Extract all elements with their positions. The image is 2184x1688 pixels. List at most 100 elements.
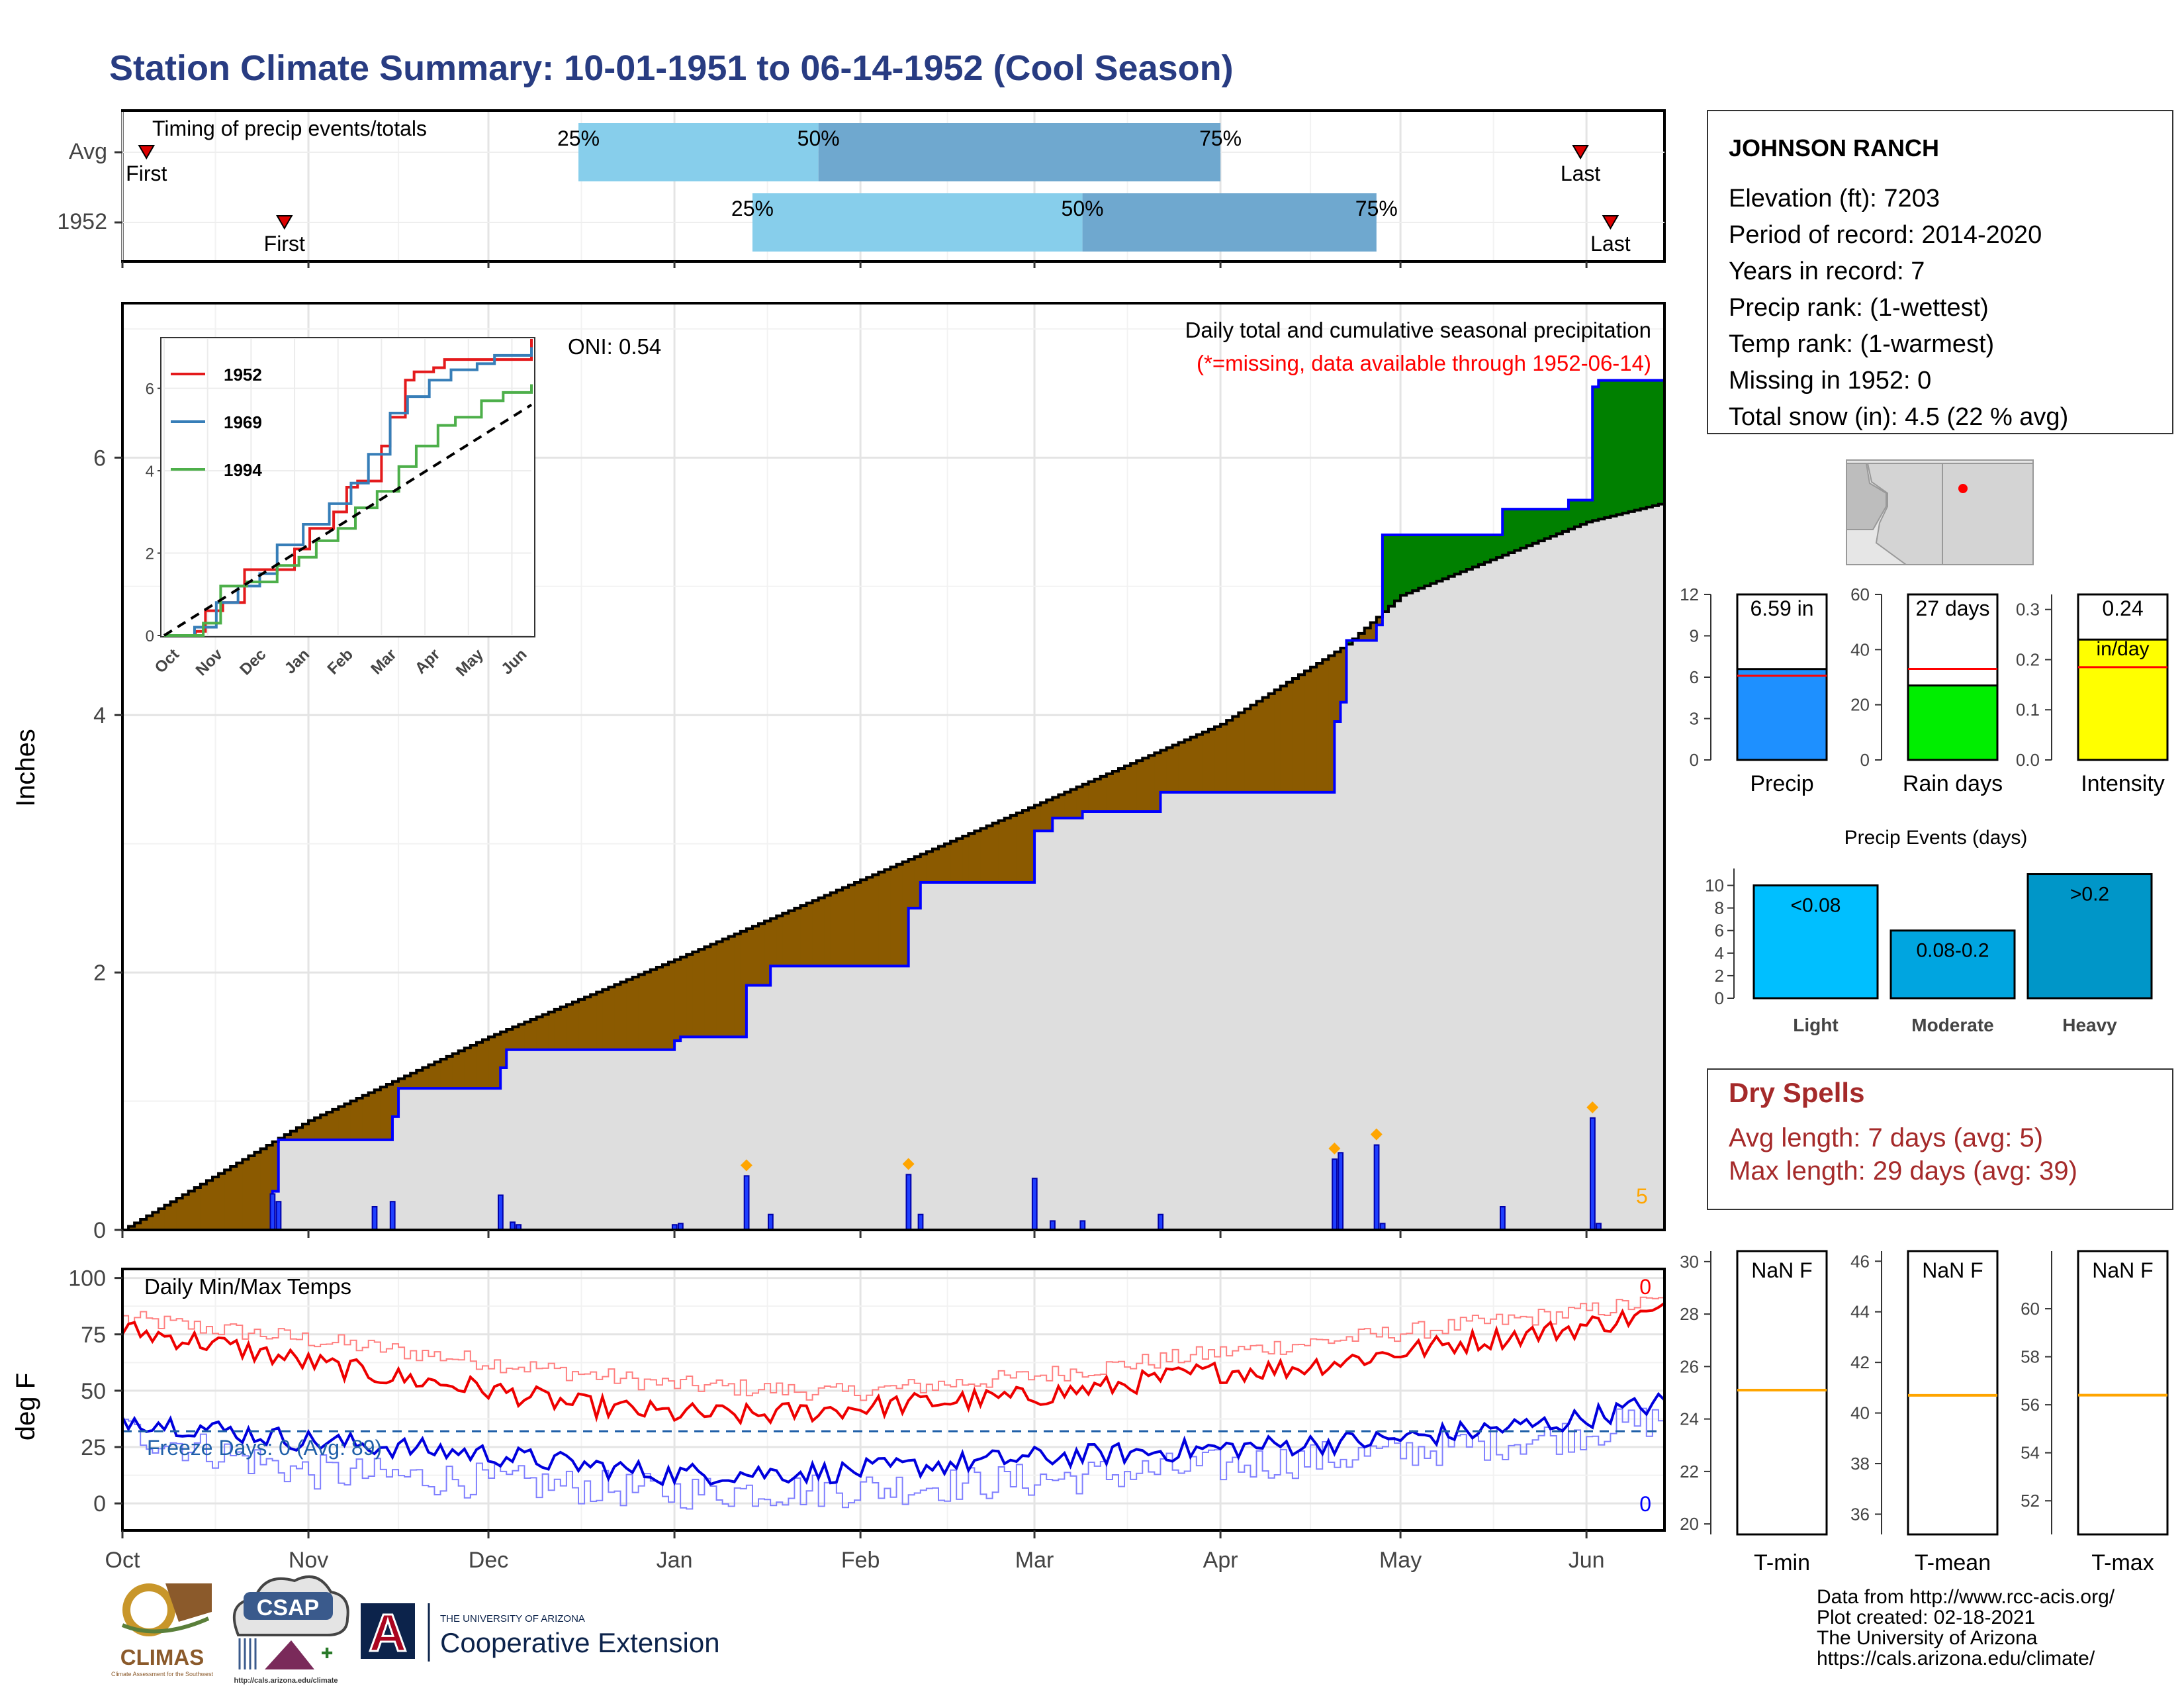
station-name: JOHNSON RANCH [1729, 134, 1939, 162]
deficit-area [938, 846, 945, 882]
surplus-area [1592, 387, 1599, 521]
deficit-area [1214, 726, 1221, 792]
deficit-area [650, 969, 657, 1050]
deficit-area [728, 936, 735, 1037]
deficit-area [1358, 633, 1365, 641]
temp-x-tick-label: Jan [657, 1548, 693, 1573]
temp-x-tick-label: Apr [1203, 1548, 1238, 1573]
precip-y-tick-label: 6 [93, 445, 106, 471]
deficit-area [722, 939, 729, 1037]
surplus-area [1400, 535, 1407, 596]
deficit-area [410, 1073, 417, 1089]
station-precip-rank: Precip rank: (1-wettest) [1729, 294, 1989, 322]
deficit-area [698, 949, 705, 1037]
deficit-area [548, 1011, 555, 1050]
deficit-area [638, 974, 645, 1050]
daily-precip-bar [743, 1175, 750, 1231]
deficit-area [476, 1042, 483, 1089]
dry-spells-max: Max length: 29 days (avg: 39) [1729, 1156, 2077, 1186]
precip-y-tick-label: 0 [93, 1218, 106, 1243]
deficit-area [1100, 776, 1107, 812]
deficit-area [392, 1081, 399, 1117]
events-bar-light [1752, 884, 1879, 1000]
deficit-area [1334, 651, 1342, 722]
deficit-area [620, 982, 627, 1050]
deficit-area [1196, 734, 1203, 792]
locator-map [1846, 459, 2034, 565]
deficit-area [608, 987, 615, 1050]
deficit-area [644, 972, 651, 1050]
surplus-area [1622, 380, 1629, 514]
deficit-area [896, 864, 903, 966]
temp-gauge-tick-label: 38 [1850, 1454, 1870, 1474]
deficit-area [920, 854, 927, 882]
deficit-area [356, 1098, 363, 1140]
temp-gauge-t-mean: NaN F 36 38 40 42 44 46 T-mean [1850, 1250, 1999, 1575]
deficit-area [320, 1115, 327, 1140]
deficit-area [242, 1159, 249, 1230]
deficit-area [1106, 773, 1113, 812]
gauge-intensity: 0.24 in/day 0.0 0.1 0.2 0.3 Intensity [2016, 593, 2169, 796]
gauge-tick-label: 60 [1850, 585, 1870, 604]
surplus-area [1484, 535, 1491, 563]
deficit-area [1340, 648, 1347, 702]
deficit-area [848, 884, 855, 966]
deficit-area [350, 1101, 357, 1140]
surplus-area [1448, 535, 1455, 577]
temp-gauge-value-text: NaN F [2092, 1258, 2153, 1282]
deficit-area [470, 1045, 477, 1089]
surplus-area [1454, 535, 1461, 575]
deficit-area [950, 841, 957, 882]
events-y-tick-label: 4 [1715, 943, 1724, 963]
footer-credits: Data from http://www.rcc-acis.org/ Plot … [1817, 1586, 2115, 1669]
events-y-tick-label: 0 [1715, 988, 1724, 1008]
deficit-area [1322, 659, 1329, 792]
timing-last-marker-1952 [1602, 215, 1619, 230]
surplus-area [1544, 509, 1551, 539]
timing-row-label-avg: Avg [69, 139, 107, 164]
deficit-area [680, 957, 687, 1037]
precip-y-tick-label: 4 [93, 703, 106, 728]
deficit-area [200, 1184, 207, 1230]
timing-bars: 25% 50% 75% First Last 25% 50% 75% First Last [126, 123, 1631, 256]
timing-axis-ticks [114, 151, 1588, 268]
temp-x-tick-label: Mar [1015, 1548, 1054, 1573]
deficit-area [176, 1198, 183, 1230]
surplus-area [1418, 535, 1425, 588]
station-snow: Total snow (in): 4.5 (22 % avg) [1729, 403, 2068, 431]
daily-precip-bar [905, 1174, 912, 1231]
daily-precip-bar [1338, 1152, 1344, 1231]
deficit-area [962, 836, 969, 882]
surplus-area [1502, 509, 1509, 555]
footer-line-created: Plot created: 02-18-2021 [1817, 1607, 2035, 1628]
timing-last-marker-avg [1572, 145, 1589, 160]
daily-precip-bar [1590, 1117, 1596, 1231]
deficit-area [1040, 802, 1047, 831]
deficit-area [1226, 720, 1233, 792]
surplus-area [1526, 509, 1533, 546]
surplus-area [1406, 535, 1413, 593]
average-cumulative-line [122, 502, 1666, 1231]
deficit-area [1370, 622, 1377, 641]
timing-bar-25-50-1952 [752, 193, 1083, 252]
station-missing: Missing in 1952: 0 [1729, 367, 1931, 395]
deficit-area [818, 898, 825, 966]
temp-y-tick-label: 0 [93, 1491, 106, 1517]
legend-label-1969: 1969 [224, 412, 262, 432]
deficit-area [974, 831, 981, 882]
deficit-area [596, 992, 603, 1050]
deficit-area [1256, 701, 1263, 792]
daily-precip-bar [1500, 1206, 1506, 1231]
timing-bar-50-75-1952 [1082, 193, 1377, 252]
deficit-area [758, 923, 765, 986]
deficit-area [626, 979, 633, 1050]
deficit-area [1220, 724, 1227, 792]
precip-panel: 0 2 4 6 Inches Daily total and cumulative s… [11, 302, 1666, 1243]
precip-events-bars: 02 46 810 <0.08 Light 0.08-0.2 Moderate >0.2 Hea… [1705, 868, 2153, 1035]
temp-gauge-tick-label: 30 [1680, 1252, 1699, 1272]
deficit-area [602, 989, 609, 1050]
csap-url: http://cals.arizona.edu/climate [234, 1677, 338, 1685]
gauge-unit-text: in/day [2096, 638, 2149, 660]
deficit-area [482, 1039, 489, 1089]
gauge-value-text: 0.24 [2102, 596, 2143, 620]
